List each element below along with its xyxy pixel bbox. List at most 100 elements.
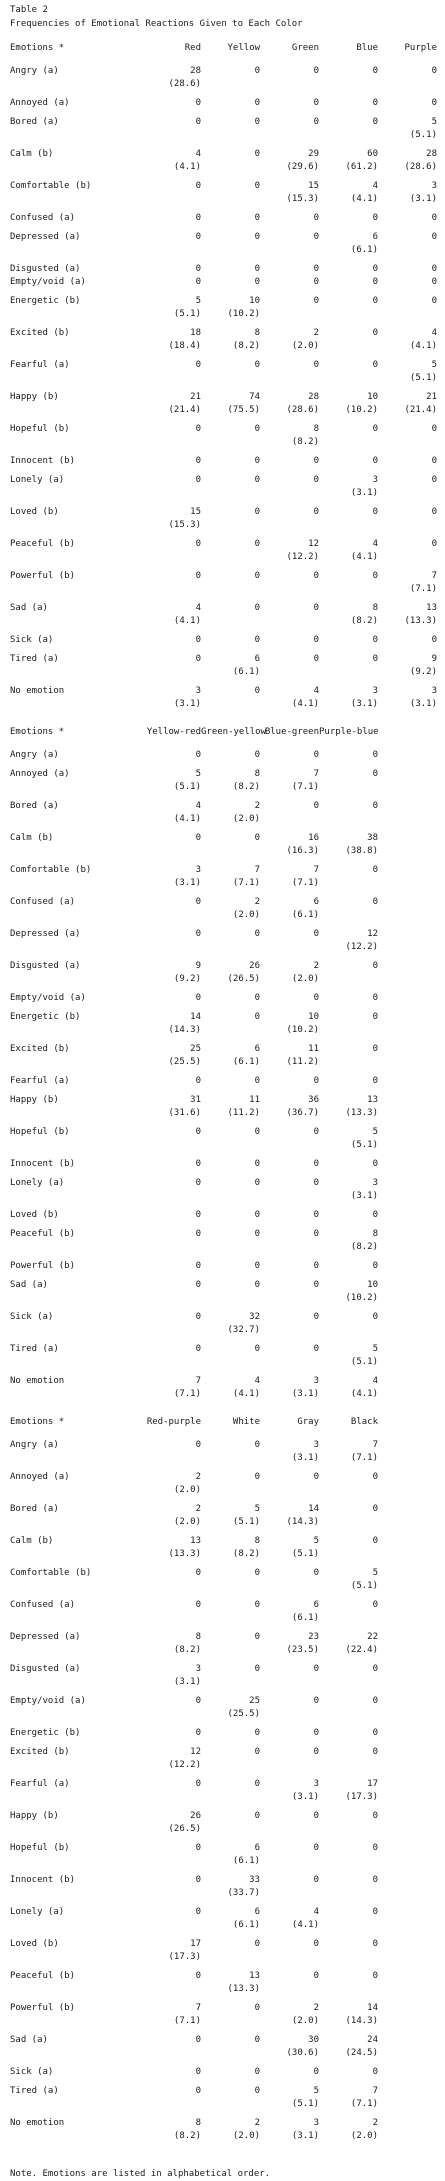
count-value: 0 [313, 1472, 319, 1482]
frequency-cell: 0 [260, 928, 319, 941]
percent-value: (16.3) [286, 846, 319, 856]
frequency-cell: 0 [201, 1567, 260, 1580]
frequency-cell: 0 [319, 1970, 378, 1983]
percent-value: (3.1) [291, 1792, 319, 1802]
count-value: 9 [431, 654, 437, 664]
count-value: 4 [313, 686, 319, 696]
emotions-column-header: Emotions * [10, 727, 65, 737]
count-value: 0 [313, 213, 319, 223]
frequency-cell: 18 (18.4) [142, 327, 201, 353]
frequency-cell: 17 (17.3) [319, 1778, 378, 1804]
count-value: 5 [195, 769, 201, 779]
count-value: 12 [308, 539, 319, 549]
table-row: Powerful (b) 0 0 0 0 [10, 1260, 438, 1273]
count-value: 0 [195, 277, 201, 287]
frequency-cell: 0 [201, 570, 260, 583]
count-value: 0 [254, 117, 260, 127]
frequency-cell: 0 [260, 1075, 319, 1088]
frequency-cell: 9 (9.2) [142, 960, 201, 986]
percent-value: (10.2) [345, 1293, 378, 1303]
count-value: 0 [372, 1210, 378, 1220]
count-value: 0 [254, 1344, 260, 1354]
percent-value: (5.1) [173, 309, 201, 319]
frequency-cell: 28 (28.6) [378, 148, 437, 174]
count-value: 23 [308, 1632, 319, 1642]
count-value: 0 [195, 232, 201, 242]
table-row: Fearful (a) 0 0 3 (3.1) 17 (17.3) [10, 1778, 438, 1804]
count-value: 0 [313, 1344, 319, 1354]
count-value: 10 [367, 1280, 378, 1290]
percent-value: (5.1) [232, 1517, 260, 1527]
frequency-cell: 8 (8.2) [201, 327, 260, 353]
count-value: 0 [254, 2067, 260, 2077]
percent-value: (17.3) [345, 1792, 378, 1802]
count-value: 0 [313, 1811, 319, 1821]
count-value: 0 [313, 635, 319, 645]
count-value: 0 [254, 232, 260, 242]
frequency-cell: 0 [201, 1938, 260, 1951]
frequency-cell: 12 (12.2) [142, 1746, 201, 1772]
percent-value: (75.5) [227, 405, 260, 415]
percent-value: (3.1) [409, 194, 437, 204]
frequency-cell: 0 [260, 212, 319, 225]
count-value: 0 [372, 2067, 378, 2077]
frequency-cell: 0 [319, 1209, 378, 1222]
table-row: Innocent (b) 0 33 (33.7) 0 0 [10, 1874, 438, 1900]
percent-value: (2.0) [232, 814, 260, 824]
frequency-cell: 0 [319, 1075, 378, 1088]
color-column-header: Red [184, 43, 201, 53]
count-value: 0 [254, 1632, 260, 1642]
frequency-cell: 5 (5.1) [319, 1343, 378, 1369]
frequency-cell: 0 [319, 263, 378, 276]
count-value: 0 [195, 264, 201, 274]
frequency-cell: 0 [142, 1075, 201, 1088]
frequency-cell: 14 (14.3) [319, 2002, 378, 2028]
count-value: 8 [313, 424, 319, 434]
count-value: 0 [372, 635, 378, 645]
frequency-cell: 0 [201, 231, 260, 244]
percent-value: (7.1) [350, 1453, 378, 1463]
frequency-cell: 8 (8.2) [201, 768, 260, 794]
count-value: 12 [190, 1747, 201, 1757]
percent-value: (25.5) [227, 1709, 260, 1719]
frequency-cell: 8 (8.2) [142, 1631, 201, 1657]
count-value: 0 [313, 1939, 319, 1949]
emotion-label: Fearful (a) [10, 360, 70, 370]
frequency-cell: 0 [201, 2066, 260, 2079]
frequency-cell: 0 [201, 1279, 260, 1292]
count-value: 0 [254, 360, 260, 370]
count-value: 5 [254, 1504, 260, 1514]
count-value: 8 [254, 769, 260, 779]
frequency-cell: 0 [142, 1158, 201, 1171]
count-value: 0 [195, 1229, 201, 1239]
frequency-cell: 14 (14.3) [260, 1503, 319, 1529]
frequency-cell: 0 [201, 1177, 260, 1190]
frequency-cell: 0 [319, 97, 378, 110]
frequency-cell: 6 (6.1) [201, 1842, 260, 1868]
frequency-cell: 6 (6.1) [260, 1599, 319, 1625]
frequency-cell: 0 [142, 1695, 201, 1708]
count-value: 5 [313, 2086, 319, 2096]
color-column-header: Purple [404, 43, 437, 53]
count-value: 0 [254, 1440, 260, 1450]
count-value: 0 [195, 929, 201, 939]
table-title: Frequencies of Emotional Reactions Given… [10, 19, 303, 29]
frequency-cell: 3 (3.1) [260, 1375, 319, 1401]
count-value: 0 [372, 1159, 378, 1169]
emotion-label: Depressed (a) [10, 1632, 81, 1642]
frequency-cell: 0 [319, 1663, 378, 1676]
emotion-label: Annoyed (a) [10, 1472, 70, 1482]
frequency-cell: 0 [142, 116, 201, 129]
count-value: 60 [367, 149, 378, 159]
count-value: 8 [195, 1632, 201, 1642]
percent-value: (23.5) [286, 1645, 319, 1655]
count-value: 0 [372, 865, 378, 875]
frequency-cell: 0 [260, 276, 319, 289]
table-row: Empty/void (a) 0 0 0 0 0 [10, 276, 438, 289]
count-value: 3 [431, 686, 437, 696]
frequency-cell: 0 [260, 65, 319, 78]
percent-value: (6.1) [291, 910, 319, 920]
frequency-cell: 0 [260, 1126, 319, 1139]
frequency-cell: 32 (32.7) [201, 1311, 260, 1337]
count-value: 0 [195, 1875, 201, 1885]
